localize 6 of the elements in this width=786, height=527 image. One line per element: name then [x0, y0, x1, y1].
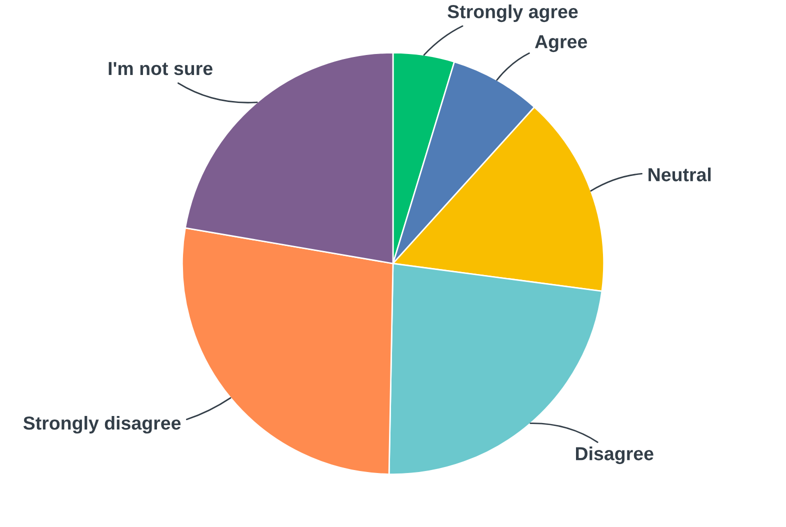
slice-label: I'm not sure [108, 62, 212, 76]
slice-label: Disagree [576, 446, 654, 464]
slice-label: Strongly agree [448, 4, 578, 22]
slice-label: Agree [534, 35, 588, 52]
slice-label: Strongly disagree [23, 416, 181, 434]
slice-label: Neutral [648, 168, 711, 182]
